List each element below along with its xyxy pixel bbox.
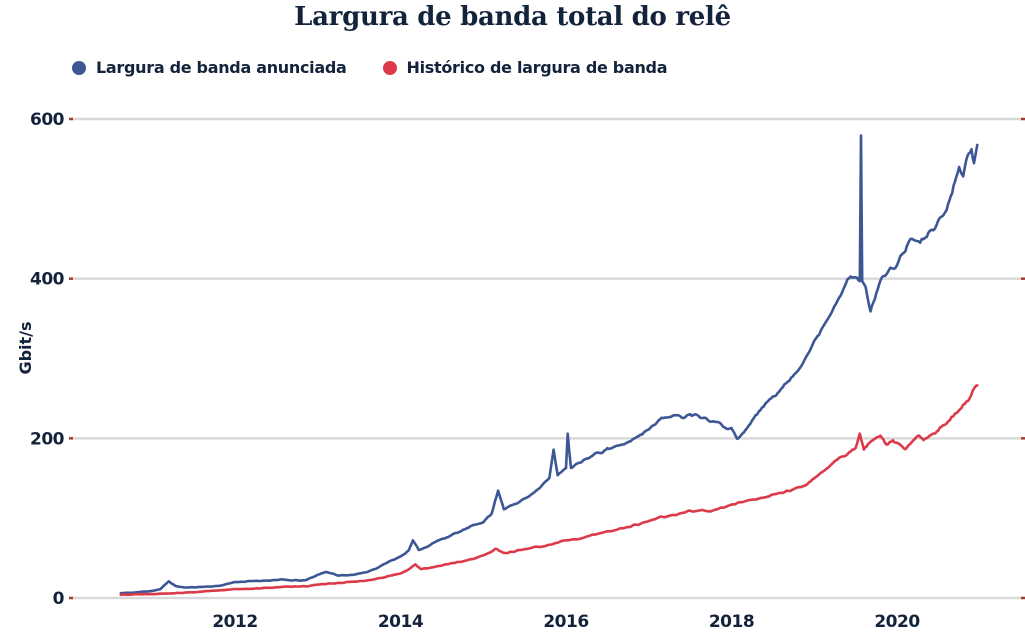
y-tick-label-0: 0 bbox=[53, 589, 65, 609]
y-tick-label-400: 400 bbox=[30, 270, 65, 290]
legend: Largura de banda anunciada Histórico de … bbox=[72, 58, 668, 77]
legend-item-advertised-bandwidth: Largura de banda anunciada bbox=[72, 58, 347, 77]
y-tick-label-600: 600 bbox=[30, 110, 65, 130]
x-tick-label-2016: 2016 bbox=[543, 612, 588, 632]
y-tick-label-200: 200 bbox=[30, 429, 65, 449]
legend-dot-advertised-icon bbox=[72, 60, 86, 75]
legend-item-bandwidth-history: Histórico de largura de banda bbox=[382, 58, 668, 77]
chart-title: Largura de banda total do relê bbox=[294, 2, 731, 32]
x-tick-label-2014: 2014 bbox=[378, 612, 424, 632]
x-tick-label-2012: 2012 bbox=[212, 612, 257, 632]
series-line-advertised-bandwidth bbox=[119, 134, 979, 595]
series-line-bandwidth-history bbox=[119, 384, 979, 597]
x-tick-label-2018: 2018 bbox=[709, 612, 754, 632]
y-axis-title: Gbit/s bbox=[16, 321, 35, 374]
legend-label-history: Histórico de largura de banda bbox=[406, 58, 668, 77]
x-tick-label-2020: 2020 bbox=[874, 612, 920, 632]
legend-dot-history-icon bbox=[382, 60, 397, 75]
legend-label-advertised: Largura de banda anunciada bbox=[96, 58, 347, 77]
